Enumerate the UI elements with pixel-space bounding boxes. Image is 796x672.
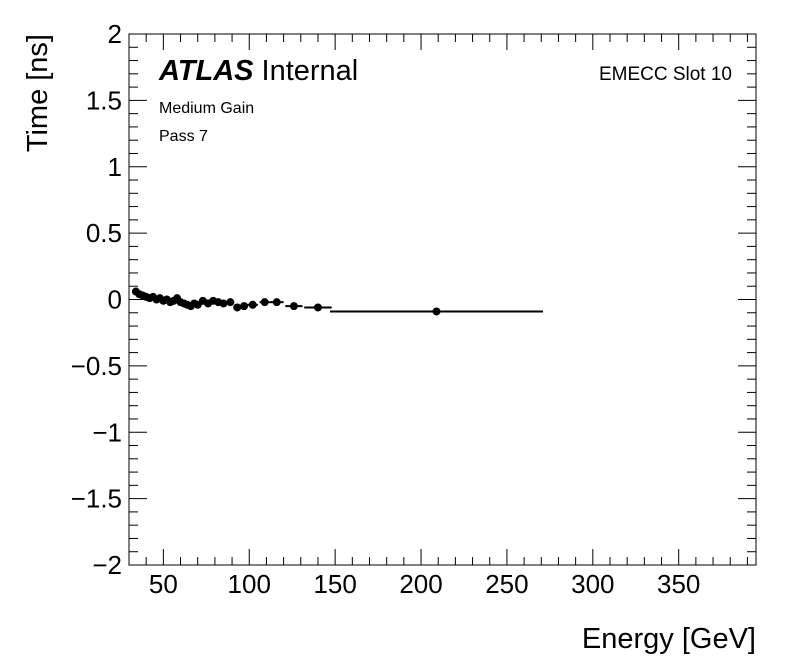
y-tick-label: −1 xyxy=(92,417,122,447)
data-points xyxy=(131,287,543,316)
y-tick-label: −2 xyxy=(92,550,122,580)
x-axis-label: Energy [GeV] xyxy=(582,623,756,655)
y-tick-label: 0.5 xyxy=(86,218,122,248)
x-tick-label: 200 xyxy=(399,569,442,599)
atlas-status: Internal xyxy=(262,55,359,87)
data-point xyxy=(260,298,269,307)
gain-label: Medium Gain xyxy=(159,100,254,117)
y-tick-label: 0 xyxy=(108,285,122,315)
slot-label: EMECC Slot 10 xyxy=(599,64,732,85)
data-point xyxy=(240,302,249,311)
atlas-experiment: ATLAS xyxy=(158,55,254,87)
y-tick-label: 1 xyxy=(108,152,122,182)
x-tick-label: 150 xyxy=(313,569,356,599)
data-point xyxy=(226,298,235,307)
x-tick-label: 100 xyxy=(228,569,271,599)
axis-ticks xyxy=(129,33,756,566)
x-tick-label: 250 xyxy=(485,569,528,599)
x-tick-label: 300 xyxy=(571,569,614,599)
data-point xyxy=(313,303,322,312)
y-tick-label: 1.5 xyxy=(86,85,122,115)
y-tick-labels: −2 −1.5 −1 −0.5 0 0.5 1 1.5 2 xyxy=(71,19,122,580)
data-point xyxy=(289,302,298,311)
x-tick-label: 50 xyxy=(149,569,178,599)
data-point xyxy=(248,300,257,309)
data-point xyxy=(432,307,441,316)
data-point xyxy=(219,299,228,308)
data-point xyxy=(233,303,242,312)
y-axis-label: Time [ns] xyxy=(22,34,54,152)
x-tick-label: 350 xyxy=(657,569,700,599)
atlas-label: ATLAS Internal xyxy=(158,55,358,87)
y-tick-label: −1.5 xyxy=(71,484,122,514)
y-tick-label: 2 xyxy=(108,19,122,49)
y-tick-label: −0.5 xyxy=(71,351,122,381)
data-point xyxy=(272,298,281,307)
x-tick-labels: 50 100 150 200 250 300 350 xyxy=(149,569,700,599)
pass-label: Pass 7 xyxy=(159,128,208,145)
